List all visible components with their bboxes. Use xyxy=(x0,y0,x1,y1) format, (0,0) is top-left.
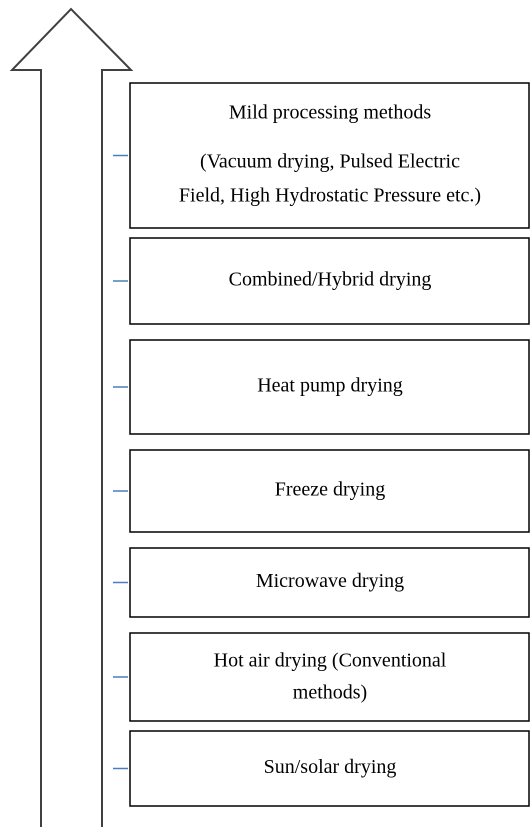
stage-box xyxy=(129,547,530,618)
stage-label: Combined/Hybrid drying xyxy=(229,269,432,291)
stage-box xyxy=(129,237,530,325)
stage-label: Hot air drying (Conventional xyxy=(214,650,447,672)
stage-box xyxy=(129,449,530,533)
stage-label: Heat pump drying xyxy=(257,375,403,397)
progress-arrow xyxy=(9,7,134,827)
stage-label: Mild processing methods xyxy=(229,102,431,124)
stage-label: Sun/solar drying xyxy=(264,756,397,778)
stage-box xyxy=(129,82,530,229)
stage-box xyxy=(129,339,530,435)
stage-label: (Vacuum drying, Pulsed Electric xyxy=(200,151,460,173)
stage-label: Freeze drying xyxy=(275,479,386,501)
stage-box xyxy=(129,632,530,722)
stage-box xyxy=(129,730,530,807)
stage-label: Field, High Hydrostatic Pressure etc.) xyxy=(179,185,481,207)
stage-label: Microwave drying xyxy=(256,570,404,592)
stage-label: methods) xyxy=(293,682,367,704)
